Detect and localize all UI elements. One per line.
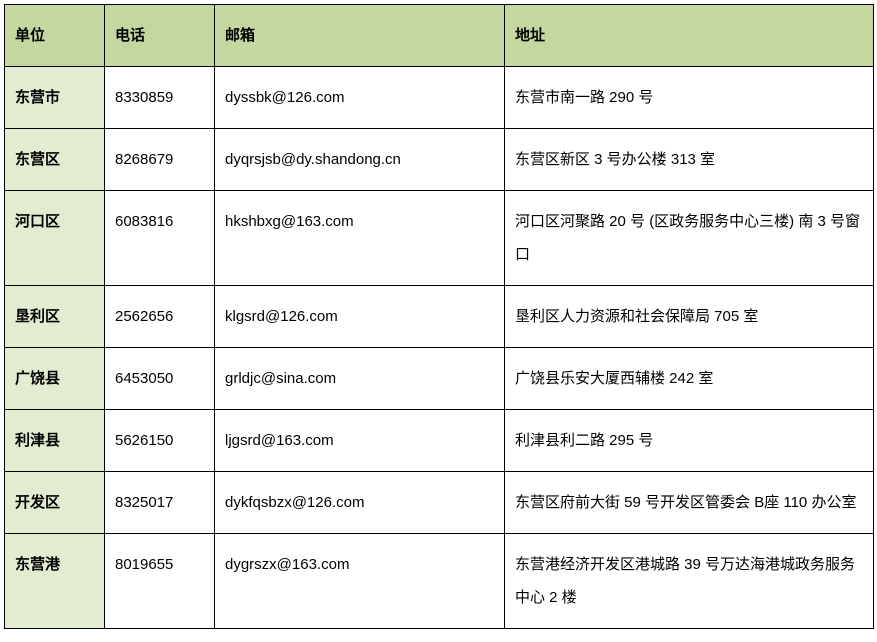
- cell-email: hkshbxg@163.com: [215, 191, 505, 286]
- cell-phone: 6453050: [105, 348, 215, 410]
- table-row: 利津县 5626150 ljgsrd@163.com 利津县利二路 295 号: [5, 410, 874, 472]
- cell-addr: 东营港经济开发区港城路 39 号万达海港城政务服务中心 2 楼: [505, 534, 874, 629]
- table-row: 垦利区 2562656 klgsrd@126.com 垦利区人力资源和社会保障局…: [5, 286, 874, 348]
- cell-unit: 开发区: [5, 472, 105, 534]
- table-row: 东营区 8268679 dyqrsjsb@dy.shandong.cn 东营区新…: [5, 129, 874, 191]
- cell-unit: 利津县: [5, 410, 105, 472]
- table-row: 广饶县 6453050 grldjc@sina.com 广饶县乐安大厦西辅楼 2…: [5, 348, 874, 410]
- cell-unit: 广饶县: [5, 348, 105, 410]
- col-header-unit: 单位: [5, 5, 105, 67]
- table-header-row: 单位 电话 邮箱 地址: [5, 5, 874, 67]
- cell-addr: 垦利区人力资源和社会保障局 705 室: [505, 286, 874, 348]
- cell-phone: 2562656: [105, 286, 215, 348]
- cell-email: ljgsrd@163.com: [215, 410, 505, 472]
- table-row: 东营市 8330859 dyssbk@126.com 东营市南一路 290 号: [5, 67, 874, 129]
- cell-email: grldjc@sina.com: [215, 348, 505, 410]
- cell-phone: 6083816: [105, 191, 215, 286]
- cell-phone: 8325017: [105, 472, 215, 534]
- col-header-phone: 电话: [105, 5, 215, 67]
- col-header-email: 邮箱: [215, 5, 505, 67]
- contact-table: 单位 电话 邮箱 地址 东营市 8330859 dyssbk@126.com 东…: [4, 4, 874, 629]
- cell-phone: 5626150: [105, 410, 215, 472]
- col-header-addr: 地址: [505, 5, 874, 67]
- cell-email: dygrszx@163.com: [215, 534, 505, 629]
- cell-addr: 东营区府前大街 59 号开发区管委会 B座 110 办公室: [505, 472, 874, 534]
- cell-email: dykfqsbzx@126.com: [215, 472, 505, 534]
- cell-email: klgsrd@126.com: [215, 286, 505, 348]
- table-row: 开发区 8325017 dykfqsbzx@126.com 东营区府前大街 59…: [5, 472, 874, 534]
- cell-email: dyqrsjsb@dy.shandong.cn: [215, 129, 505, 191]
- cell-email: dyssbk@126.com: [215, 67, 505, 129]
- table-row: 东营港 8019655 dygrszx@163.com 东营港经济开发区港城路 …: [5, 534, 874, 629]
- cell-unit: 东营市: [5, 67, 105, 129]
- cell-unit: 东营港: [5, 534, 105, 629]
- cell-addr: 东营市南一路 290 号: [505, 67, 874, 129]
- cell-phone: 8268679: [105, 129, 215, 191]
- cell-addr: 东营区新区 3 号办公楼 313 室: [505, 129, 874, 191]
- cell-phone: 8019655: [105, 534, 215, 629]
- cell-phone: 8330859: [105, 67, 215, 129]
- table-row: 河口区 6083816 hkshbxg@163.com 河口区河聚路 20 号 …: [5, 191, 874, 286]
- cell-unit: 垦利区: [5, 286, 105, 348]
- cell-addr: 广饶县乐安大厦西辅楼 242 室: [505, 348, 874, 410]
- cell-addr: 利津县利二路 295 号: [505, 410, 874, 472]
- cell-addr: 河口区河聚路 20 号 (区政务服务中心三楼) 南 3 号窗口: [505, 191, 874, 286]
- table-body: 东营市 8330859 dyssbk@126.com 东营市南一路 290 号 …: [5, 67, 874, 629]
- cell-unit: 河口区: [5, 191, 105, 286]
- cell-unit: 东营区: [5, 129, 105, 191]
